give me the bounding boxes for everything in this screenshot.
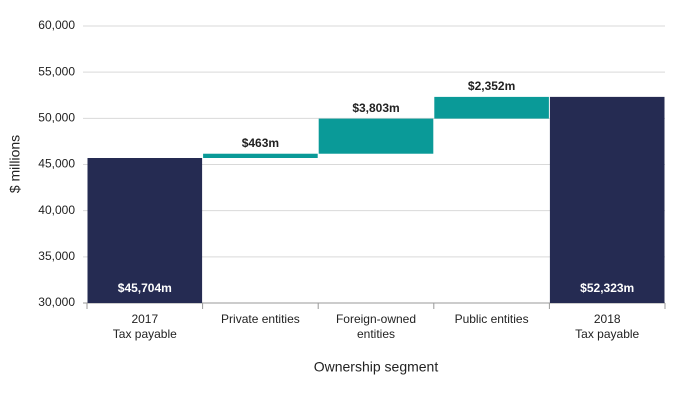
x-tick-label: Tax payable: [113, 327, 177, 341]
y-tick-label: 30,000: [38, 295, 75, 309]
y-tick-label: 40,000: [38, 203, 75, 217]
x-tick-label: Foreign-owned: [336, 312, 416, 326]
y-tick-label: 50,000: [38, 111, 75, 125]
x-tick-label: 2018: [594, 312, 621, 326]
bar: [87, 157, 203, 303]
y-tick-label: 55,000: [38, 64, 75, 78]
value-label: $52,323m: [580, 281, 634, 295]
value-label: $463m: [242, 136, 279, 150]
value-label: $2,352m: [468, 79, 515, 93]
x-axis-label: Ownership segment: [314, 359, 439, 375]
x-tick-label: Private entities: [221, 312, 300, 326]
y-tick-label: 35,000: [38, 249, 75, 263]
bar: [434, 96, 549, 119]
x-tick-label: entities: [357, 327, 395, 341]
value-label: $3,803m: [352, 101, 399, 115]
y-tick-label: 60,000: [38, 18, 75, 32]
value-label: $45,704m: [118, 281, 172, 295]
bar: [203, 153, 318, 158]
y-axis-label: $ millions: [7, 135, 23, 193]
y-tick-label: 45,000: [38, 157, 75, 171]
bar: [549, 96, 665, 303]
x-tick-label: Public entities: [455, 312, 529, 326]
x-tick-label: 2017: [131, 312, 158, 326]
bar: [318, 118, 434, 154]
x-tick-label: Tax payable: [575, 327, 639, 341]
